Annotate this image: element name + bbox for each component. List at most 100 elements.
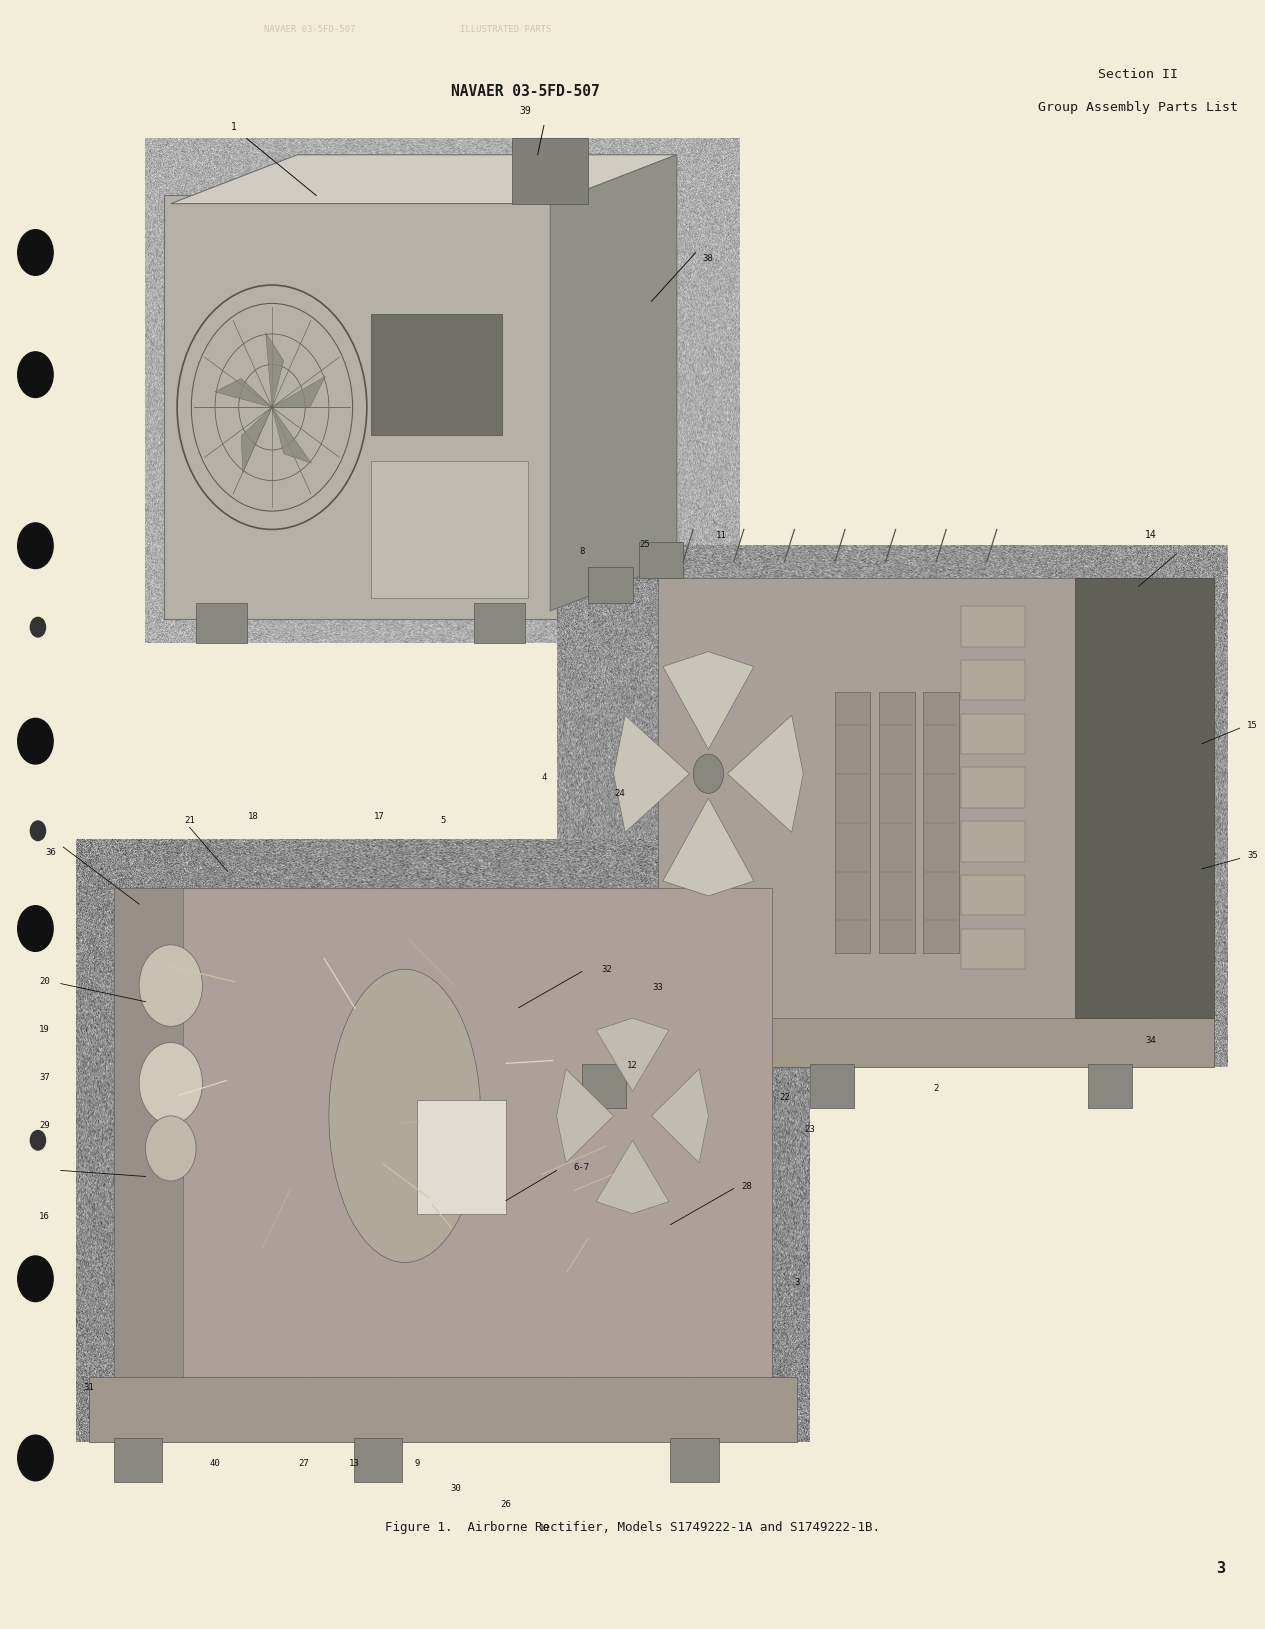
Bar bbox=[658, 578, 1151, 1018]
Polygon shape bbox=[272, 376, 325, 407]
Text: 26: 26 bbox=[501, 1500, 511, 1508]
Bar bbox=[961, 767, 1025, 808]
Bar bbox=[114, 888, 183, 1377]
Polygon shape bbox=[266, 332, 283, 407]
Text: 29: 29 bbox=[39, 1121, 49, 1131]
Circle shape bbox=[139, 1043, 202, 1124]
FancyBboxPatch shape bbox=[371, 461, 528, 598]
Text: 27: 27 bbox=[299, 1460, 309, 1468]
Text: Group Assembly Parts List: Group Assembly Parts List bbox=[1039, 101, 1238, 114]
Text: 35: 35 bbox=[1247, 852, 1257, 860]
FancyBboxPatch shape bbox=[164, 195, 557, 619]
Text: 14: 14 bbox=[1145, 529, 1157, 539]
Text: 30: 30 bbox=[450, 1484, 460, 1492]
Bar bbox=[961, 875, 1025, 915]
Text: 40: 40 bbox=[210, 1460, 220, 1468]
Bar bbox=[923, 692, 959, 953]
Circle shape bbox=[30, 1131, 46, 1150]
Text: 15: 15 bbox=[1247, 722, 1257, 730]
Text: 9: 9 bbox=[415, 1460, 420, 1468]
Polygon shape bbox=[550, 155, 677, 611]
Bar bbox=[961, 821, 1025, 862]
Bar bbox=[961, 929, 1025, 969]
Text: 12: 12 bbox=[627, 1060, 638, 1070]
Circle shape bbox=[139, 945, 202, 1026]
Text: 39: 39 bbox=[519, 106, 531, 116]
Circle shape bbox=[18, 1435, 53, 1481]
Text: 3: 3 bbox=[1216, 1561, 1226, 1577]
Text: 37: 37 bbox=[39, 1074, 49, 1082]
Bar bbox=[1088, 1064, 1132, 1108]
Text: 11: 11 bbox=[716, 531, 726, 539]
Bar bbox=[582, 1064, 626, 1108]
Text: NAVAER 03-5FD-507: NAVAER 03-5FD-507 bbox=[264, 24, 355, 34]
Bar bbox=[474, 603, 525, 643]
Bar bbox=[961, 606, 1025, 647]
Bar bbox=[114, 1438, 162, 1482]
Text: 6-7: 6-7 bbox=[574, 1163, 589, 1173]
Bar bbox=[196, 603, 247, 643]
Circle shape bbox=[693, 754, 724, 793]
Polygon shape bbox=[596, 1018, 669, 1091]
Text: 19: 19 bbox=[39, 1025, 49, 1034]
Circle shape bbox=[30, 617, 46, 637]
Polygon shape bbox=[596, 1140, 669, 1214]
Text: 1: 1 bbox=[231, 122, 237, 132]
Text: 18: 18 bbox=[248, 813, 258, 821]
Text: NAVAER 03-5FD-507: NAVAER 03-5FD-507 bbox=[450, 83, 600, 99]
Polygon shape bbox=[171, 155, 677, 204]
Bar bbox=[569, 1010, 1214, 1067]
Text: 36: 36 bbox=[46, 849, 56, 857]
Text: Section II: Section II bbox=[1098, 68, 1179, 81]
Polygon shape bbox=[663, 798, 754, 896]
Bar bbox=[108, 57, 778, 676]
Bar bbox=[354, 1438, 402, 1482]
Text: 3: 3 bbox=[794, 1279, 799, 1287]
Polygon shape bbox=[272, 407, 311, 463]
Circle shape bbox=[30, 821, 46, 841]
Text: 28: 28 bbox=[741, 1181, 751, 1191]
Text: 2: 2 bbox=[934, 1085, 939, 1093]
Bar bbox=[588, 567, 632, 603]
Text: 10: 10 bbox=[539, 1525, 549, 1533]
Text: 24: 24 bbox=[615, 788, 625, 798]
Bar bbox=[670, 1438, 719, 1482]
Text: 34: 34 bbox=[1146, 1036, 1156, 1044]
FancyBboxPatch shape bbox=[371, 314, 502, 435]
Bar bbox=[114, 888, 772, 1377]
Bar bbox=[639, 542, 683, 578]
Text: 16: 16 bbox=[39, 1212, 49, 1220]
Circle shape bbox=[18, 352, 53, 397]
Polygon shape bbox=[1075, 578, 1214, 1018]
Circle shape bbox=[18, 230, 53, 275]
Ellipse shape bbox=[329, 969, 481, 1262]
Text: 21: 21 bbox=[185, 816, 195, 824]
Polygon shape bbox=[215, 378, 272, 407]
Text: 17: 17 bbox=[374, 813, 385, 821]
Polygon shape bbox=[663, 652, 754, 749]
Bar bbox=[512, 138, 588, 204]
Bar bbox=[835, 692, 870, 953]
Text: 23: 23 bbox=[805, 1126, 815, 1134]
Circle shape bbox=[145, 1116, 196, 1181]
Polygon shape bbox=[727, 715, 803, 832]
Text: 33: 33 bbox=[653, 982, 663, 992]
Bar bbox=[961, 714, 1025, 754]
Circle shape bbox=[18, 523, 53, 569]
Text: 20: 20 bbox=[39, 977, 49, 986]
Text: 4: 4 bbox=[541, 774, 546, 782]
Text: 38: 38 bbox=[702, 254, 712, 262]
Bar bbox=[961, 660, 1025, 700]
Circle shape bbox=[18, 906, 53, 951]
Text: 13: 13 bbox=[349, 1460, 359, 1468]
Text: 5: 5 bbox=[440, 816, 445, 824]
Text: Figure 1.  Airborne Rectifier, Models S1749222-1A and S1749222-1B.: Figure 1. Airborne Rectifier, Models S17… bbox=[385, 1521, 880, 1533]
Text: 8: 8 bbox=[579, 547, 584, 555]
Polygon shape bbox=[557, 1069, 614, 1163]
Bar bbox=[879, 692, 915, 953]
Text: 31: 31 bbox=[83, 1383, 94, 1391]
Bar bbox=[810, 1064, 854, 1108]
Bar bbox=[89, 1377, 797, 1442]
Polygon shape bbox=[614, 715, 689, 832]
Polygon shape bbox=[242, 407, 272, 472]
